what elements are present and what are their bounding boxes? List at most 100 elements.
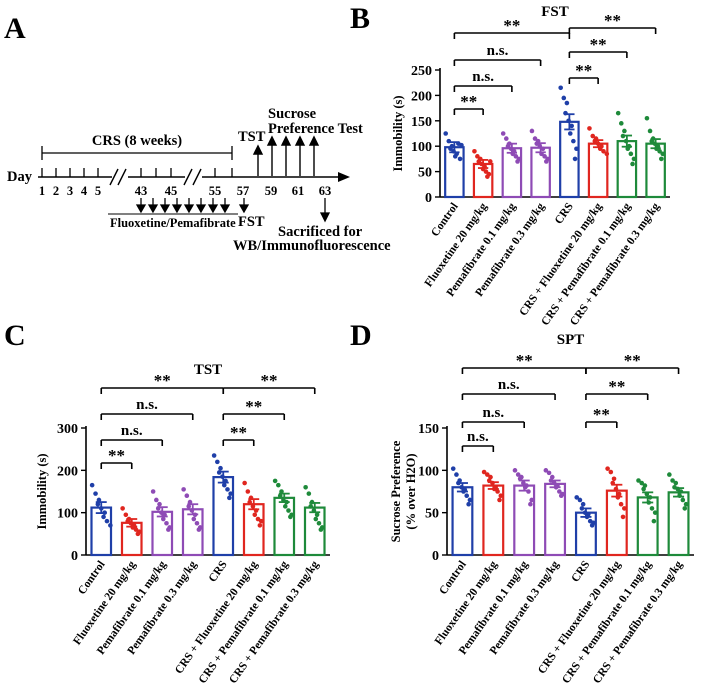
data-point xyxy=(577,497,583,503)
drug-arrow-6-head xyxy=(195,204,207,214)
drug-arrow-7-head xyxy=(207,204,219,214)
y-tick-label: 200 xyxy=(57,464,78,479)
data-point xyxy=(228,491,233,496)
panel-letter-d: D xyxy=(350,319,372,352)
data-point xyxy=(164,520,169,526)
data-point xyxy=(467,497,473,503)
bar xyxy=(181,508,204,557)
data-point xyxy=(574,146,579,152)
data-point xyxy=(225,487,230,492)
significance-label: n.s. xyxy=(482,405,504,421)
data-point xyxy=(510,151,516,157)
data-point xyxy=(311,508,317,513)
drug-arrow-5-head xyxy=(183,204,195,214)
data-point xyxy=(187,499,193,505)
data-point xyxy=(567,131,573,136)
data-point xyxy=(253,508,259,513)
data-point xyxy=(680,497,686,503)
data-point xyxy=(522,484,528,490)
significance-label: ** xyxy=(608,377,625,396)
data-point xyxy=(561,95,567,101)
spt-arrow-3-head xyxy=(294,135,306,146)
data-point xyxy=(288,514,293,520)
data-point xyxy=(490,480,495,486)
drug-arrow-1-head xyxy=(135,204,147,214)
data-point xyxy=(625,146,631,152)
chart-spt: SPT Sucrose Preference (% over H2O) 0 50 100 1… xyxy=(389,332,694,686)
data-point xyxy=(485,472,490,477)
data-point xyxy=(446,138,452,144)
data-point xyxy=(521,480,526,486)
data-point xyxy=(495,489,500,494)
data-point xyxy=(216,470,222,475)
drug-label: Fluoxetine/Pemafibrate xyxy=(110,216,236,230)
significance-label: ** xyxy=(230,423,247,442)
data-point xyxy=(513,154,519,159)
data-point xyxy=(505,143,511,149)
data-point xyxy=(306,491,312,496)
significance-label: ** xyxy=(624,351,641,370)
data-point xyxy=(649,506,655,511)
fst-label: FST xyxy=(238,214,265,230)
day-5: 5 xyxy=(95,184,101,198)
data-point xyxy=(451,148,456,154)
data-point xyxy=(250,504,256,509)
data-point xyxy=(189,508,195,513)
significance-label: ** xyxy=(590,35,607,54)
data-point xyxy=(557,489,562,494)
data-point xyxy=(503,136,509,141)
data-point xyxy=(631,156,637,162)
significance-label: n.s. xyxy=(467,429,489,445)
data-point xyxy=(488,159,493,164)
spt-arrow-4-head xyxy=(308,135,320,146)
data-point xyxy=(548,478,554,483)
timeline-arrowhead xyxy=(338,172,350,182)
significance-label: ** xyxy=(575,61,592,80)
data-point xyxy=(544,159,549,164)
day-3: 3 xyxy=(67,184,73,198)
bar xyxy=(605,489,628,557)
sucrose-label-line1: Sucrose xyxy=(268,106,317,122)
x-tick-label: CRS xyxy=(569,559,592,585)
data-point xyxy=(542,154,547,159)
axis-break-1b xyxy=(117,168,127,186)
significance-label: ** xyxy=(516,351,533,370)
significance-label: n.s. xyxy=(121,423,143,439)
y-tick-label: 0 xyxy=(425,191,432,206)
data-point xyxy=(257,523,263,528)
data-point xyxy=(492,486,497,492)
data-point xyxy=(595,141,601,146)
data-point xyxy=(181,487,186,492)
data-point xyxy=(644,491,650,497)
data-point xyxy=(569,123,574,129)
data-point xyxy=(191,516,197,522)
data-point xyxy=(659,156,664,162)
data-point xyxy=(558,493,564,499)
data-point xyxy=(553,484,559,490)
data-point xyxy=(540,146,546,152)
x-tick-label: Control xyxy=(76,559,108,597)
data-point xyxy=(639,480,644,486)
day-2: 2 xyxy=(53,184,59,198)
x-tick-label: Control xyxy=(437,559,469,597)
data-point xyxy=(157,501,162,507)
timeline-diagram: CRS (8 weeks) Day 1 2 3 4 5 4 xyxy=(7,106,391,254)
data-point xyxy=(318,527,324,532)
data-point xyxy=(247,499,253,505)
data-point xyxy=(630,161,635,167)
data-point xyxy=(155,506,161,511)
y-tick-label: 0 xyxy=(432,549,439,564)
data-point xyxy=(194,520,200,526)
chart-title: SPT xyxy=(557,332,585,348)
data-point xyxy=(534,141,540,146)
y-axis-label-line-1: Sucrose Preference xyxy=(389,440,403,542)
y-tick-label: 150 xyxy=(418,422,439,437)
significance-label: ** xyxy=(245,397,262,416)
data-point xyxy=(184,493,190,499)
data-point xyxy=(452,154,458,159)
data-point xyxy=(500,131,506,136)
day-1: 1 xyxy=(39,184,45,198)
data-point xyxy=(245,489,251,494)
significance-label: ** xyxy=(604,11,621,30)
